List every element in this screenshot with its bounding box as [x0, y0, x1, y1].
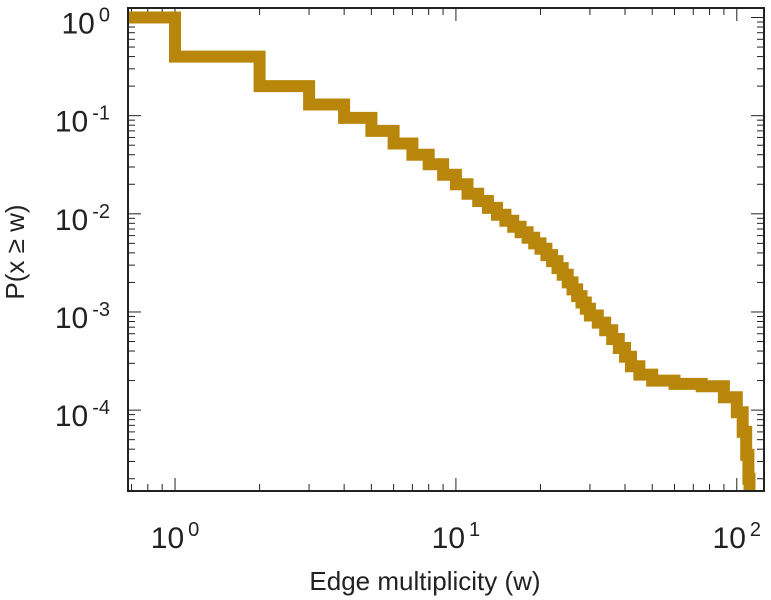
- y-tick-label: 10 -2: [55, 201, 110, 237]
- y-tick-label: 10 -1: [55, 103, 110, 139]
- series-layer: [128, 11, 756, 491]
- x-tick-label: 10 1: [432, 519, 481, 555]
- tick-marks: [128, 8, 764, 491]
- y-axis-label: P(x ≥ w): [0, 204, 30, 299]
- y-tick-label: 10 -3: [55, 299, 110, 335]
- x-tick-label: 10 2: [713, 519, 762, 555]
- ccdf-step-line: [128, 11, 756, 491]
- y-tick-label: 10 0: [62, 5, 111, 41]
- x-axis-label: Edge multiplicity (w): [309, 566, 540, 596]
- tick-labels: 10 0 10 1 10 2 10 0 10 -1 10 -2 10 -3 10 -4: [55, 5, 761, 555]
- plot-frame: [127, 7, 765, 492]
- y-tick-label: 10 -4: [55, 397, 110, 433]
- x-tick-label: 10 0: [151, 519, 200, 555]
